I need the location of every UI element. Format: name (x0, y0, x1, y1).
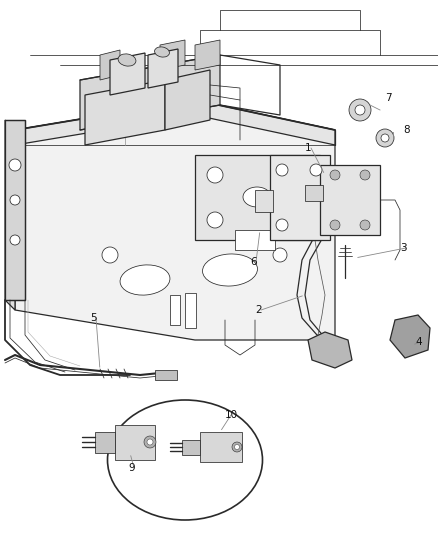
Circle shape (291, 167, 307, 183)
Circle shape (144, 436, 155, 448)
Polygon shape (15, 100, 334, 340)
Ellipse shape (120, 265, 170, 295)
Polygon shape (182, 440, 200, 455)
Polygon shape (115, 425, 155, 460)
Text: 10: 10 (225, 410, 237, 420)
Text: 3: 3 (399, 243, 406, 253)
Polygon shape (200, 432, 241, 462)
Circle shape (276, 219, 287, 231)
Text: 9: 9 (128, 463, 134, 473)
Circle shape (10, 235, 20, 245)
FancyBboxPatch shape (254, 190, 272, 212)
Circle shape (380, 134, 388, 142)
Polygon shape (319, 165, 379, 235)
Ellipse shape (243, 187, 270, 207)
Circle shape (359, 170, 369, 180)
Polygon shape (159, 40, 184, 70)
Circle shape (207, 167, 223, 183)
Circle shape (329, 220, 339, 230)
Circle shape (329, 170, 339, 180)
Polygon shape (110, 53, 145, 95)
Polygon shape (100, 50, 120, 80)
Polygon shape (234, 230, 274, 250)
Polygon shape (194, 155, 319, 240)
Polygon shape (269, 155, 329, 240)
Ellipse shape (118, 54, 136, 66)
Text: 7: 7 (384, 93, 391, 103)
Polygon shape (15, 100, 334, 145)
Polygon shape (5, 120, 25, 300)
Polygon shape (148, 49, 177, 88)
Polygon shape (5, 120, 15, 310)
Circle shape (231, 442, 241, 452)
Polygon shape (165, 70, 209, 130)
Circle shape (102, 247, 118, 263)
Polygon shape (85, 80, 165, 145)
Polygon shape (194, 40, 219, 70)
Circle shape (9, 159, 21, 171)
Polygon shape (307, 332, 351, 368)
Circle shape (147, 439, 153, 445)
Circle shape (10, 195, 20, 205)
FancyBboxPatch shape (155, 370, 177, 380)
Circle shape (309, 164, 321, 176)
Ellipse shape (154, 47, 169, 57)
Text: 4: 4 (414, 337, 420, 347)
Text: 1: 1 (304, 143, 311, 153)
Circle shape (276, 164, 287, 176)
FancyBboxPatch shape (304, 185, 322, 201)
Circle shape (375, 129, 393, 147)
Ellipse shape (107, 400, 262, 520)
Text: 5: 5 (90, 313, 96, 323)
Circle shape (354, 105, 364, 115)
Polygon shape (184, 293, 195, 328)
Polygon shape (389, 315, 429, 358)
Circle shape (359, 220, 369, 230)
Text: 2: 2 (254, 305, 261, 315)
Ellipse shape (202, 254, 257, 286)
Circle shape (234, 445, 239, 449)
Text: 8: 8 (402, 125, 409, 135)
Circle shape (207, 212, 223, 228)
Circle shape (272, 248, 286, 262)
Polygon shape (95, 432, 115, 453)
Text: 6: 6 (249, 257, 256, 267)
Circle shape (291, 212, 307, 228)
Polygon shape (80, 55, 219, 130)
Polygon shape (170, 295, 180, 325)
Circle shape (348, 99, 370, 121)
